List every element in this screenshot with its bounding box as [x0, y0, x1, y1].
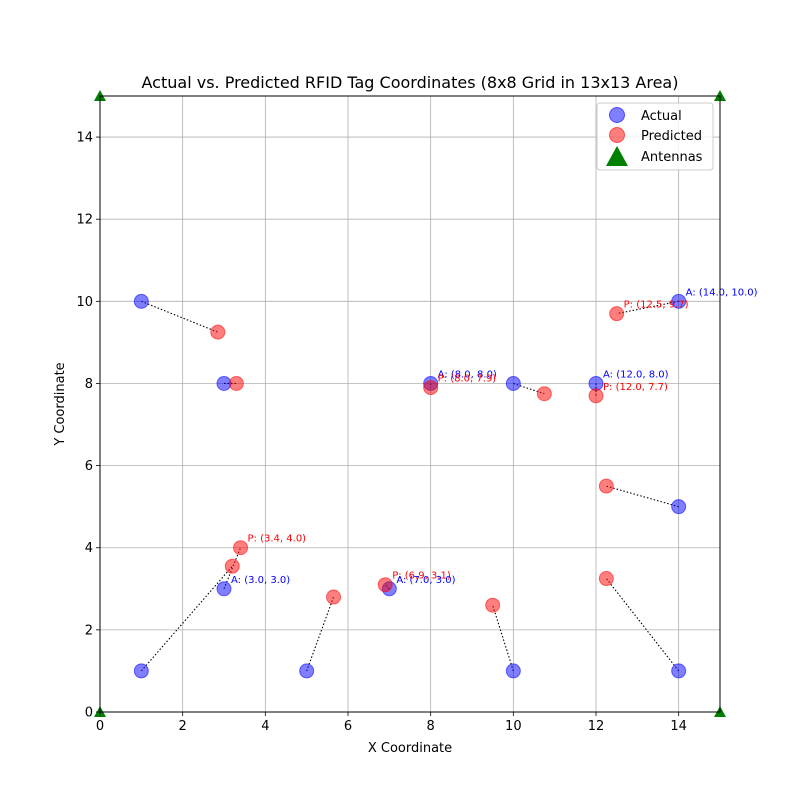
predicted-point	[598, 571, 614, 587]
x-axis-label: X Coordinate	[368, 741, 452, 756]
actual-point	[671, 293, 687, 309]
actual-predicted-connector	[616, 300, 679, 315]
actual-annotation: A: (14.0, 10.0)	[686, 287, 758, 298]
x-tick-label: 10	[505, 719, 522, 734]
actual-point	[133, 663, 149, 679]
legend-predicted-label: Predicted	[641, 129, 702, 144]
predicted-point	[228, 375, 244, 391]
predicted-point	[598, 478, 614, 494]
actual-point	[505, 375, 521, 391]
y-tick-label: 14	[76, 131, 93, 146]
chart-title: Actual vs. Predicted RFID Tag Coordinate…	[142, 73, 679, 92]
legend-actual-marker	[609, 107, 625, 123]
actual-point	[299, 663, 315, 679]
predicted-point	[233, 540, 249, 556]
actual-predicted-connector	[306, 596, 335, 672]
x-tick-label: 2	[179, 719, 187, 734]
y-axis-label: Y Coordinate	[53, 362, 68, 446]
actual-annotation: A: (7.0, 3.0)	[396, 575, 455, 586]
point-annotations: A: (14.0, 10.0) P: (12.5, 9.7) A: (8.0, 8.…	[231, 287, 758, 585]
predicted-annotation: P: (6.9, 3.1)	[392, 571, 451, 582]
predicted-point	[210, 324, 226, 340]
predicted-annotation: P: (12.0, 7.7)	[603, 382, 668, 393]
actual-point	[505, 663, 521, 679]
plot-frame	[99, 95, 721, 713]
x-tick-label: 0	[96, 719, 104, 734]
actual-point	[133, 293, 149, 309]
x-tick-label: 12	[588, 719, 605, 734]
y-tick-label: 0	[85, 706, 93, 721]
actual-annotation: A: (8.0, 8.0)	[438, 369, 497, 380]
actual-predicted-connector	[492, 605, 514, 672]
legend-actual-label: Actual	[641, 109, 682, 124]
predicted-annotation: P: (8.0, 7.9)	[438, 374, 497, 385]
actual-annotation: A: (12.0, 8.0)	[603, 369, 669, 380]
actual-annotation: A: (3.0, 3.0)	[231, 575, 290, 586]
y-tick-label: 8	[85, 377, 93, 392]
y-tick-label: 2	[85, 623, 93, 638]
x-tick-label: 8	[427, 719, 435, 734]
legend-predicted-marker	[609, 127, 625, 143]
y-tick-label: 6	[85, 459, 93, 474]
predicted-point	[377, 577, 393, 593]
predicted-series	[210, 306, 625, 613]
predicted-point	[485, 597, 501, 613]
legend-box	[596, 102, 714, 171]
predicted-point	[224, 558, 240, 574]
actual-point	[671, 499, 687, 515]
predicted-point	[536, 386, 552, 402]
actual-point	[216, 581, 232, 597]
predicted-point	[588, 388, 604, 404]
x-tick-label: 4	[261, 719, 269, 734]
predicted-point	[423, 380, 439, 396]
predicted-annotation: P: (3.4, 4.0)	[248, 534, 307, 545]
y-tick-label: 4	[85, 541, 93, 556]
y-tick-label: 10	[76, 295, 93, 310]
x-tick-label: 14	[670, 719, 687, 734]
x-axis-ticks: 0 2 4 6 8 10 12 14	[96, 712, 687, 734]
x-tick-label: 6	[344, 719, 352, 734]
predicted-annotation: P: (12.5, 9.7)	[624, 300, 689, 311]
predicted-point	[326, 589, 342, 605]
y-tick-label: 12	[76, 213, 93, 228]
actual-predicted-connector	[140, 565, 233, 672]
legend-antennas-label: Antennas	[641, 150, 703, 165]
actual-point	[671, 663, 687, 679]
y-axis-ticks: 0 2 4 6 8 10 12 14	[76, 131, 100, 721]
legend: Actual Predicted Antennas	[596, 102, 714, 171]
predicted-point	[609, 306, 625, 322]
legend-antennas-marker	[606, 146, 628, 166]
